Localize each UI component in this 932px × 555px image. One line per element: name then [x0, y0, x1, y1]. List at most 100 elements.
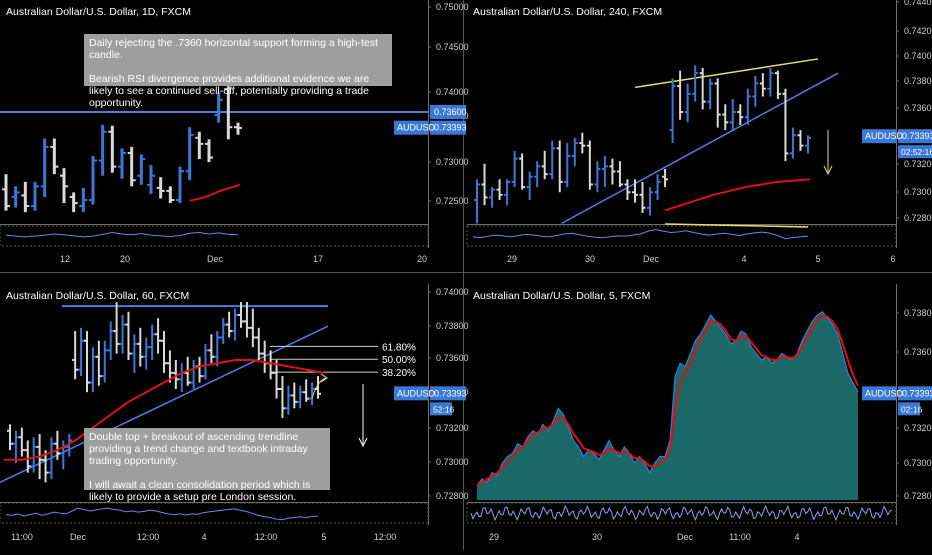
- y-tick-label: 0.72800: [904, 213, 932, 223]
- ohlc-bar: [541, 150, 548, 180]
- ohlc-bar: [631, 179, 638, 203]
- ohlc-bar: [654, 174, 661, 200]
- ohlc-bar: [586, 140, 593, 190]
- ohlc-bar: [549, 140, 556, 180]
- y-tick-label: 0.73600: [436, 353, 469, 363]
- x-tick-label: 17: [313, 254, 323, 264]
- x-tick-label: 6: [890, 254, 895, 264]
- ohlc-bar: [95, 340, 102, 386]
- ohlc-bar: [232, 308, 239, 341]
- ohlc-bar: [474, 179, 480, 224]
- countdown-label: 02:52:16: [901, 147, 932, 157]
- ohlc-bar: [89, 347, 96, 393]
- ohlc-bar: [273, 360, 280, 399]
- ohlc-bar: [40, 138, 49, 197]
- y-tick-label: 0.73600: [904, 103, 932, 113]
- x-tick-label: 20: [417, 254, 427, 264]
- retest-arrow: [311, 377, 327, 399]
- price-area: [477, 311, 858, 500]
- ohlc-bar: [759, 73, 766, 97]
- ohlc-bar: [255, 327, 262, 361]
- ohlc-bar: [98, 124, 107, 176]
- note-line-1: Double top + breakout of ascending trend…: [89, 431, 308, 467]
- daily-analysis-note: Daily rejecting the .7360 horizontal sup…: [84, 34, 392, 109]
- x-tick-label: 11:00: [729, 532, 751, 542]
- ohlc-bar: [89, 156, 97, 205]
- hourly-analysis-note: Double top + breakout of ascending trend…: [84, 428, 330, 503]
- ohlc-bar: [279, 376, 286, 418]
- down-arrow-head: [823, 165, 833, 176]
- ohlc-bar: [176, 166, 184, 204]
- ohlc-bar: [729, 99, 736, 131]
- y-tick-label: 0.74000: [436, 87, 469, 97]
- y-tick-label: 0.73000: [904, 187, 932, 197]
- ohlc-bar: [774, 70, 781, 100]
- ohlc-bar: [782, 88, 789, 162]
- note-line-2: I will await a clean consolidation perio…: [89, 479, 311, 503]
- ohlc-bar: [66, 434, 73, 457]
- countdown-tag: [430, 402, 452, 416]
- symbol-label: AUDUSD: [397, 388, 436, 398]
- x-tick-label: 30: [592, 532, 602, 542]
- ohlc-bar: [205, 139, 213, 163]
- ohlc-bar: [195, 131, 204, 160]
- ohlc-bar: [50, 138, 59, 175]
- countdown-label: 52:16: [433, 404, 455, 414]
- y-tick-label: 0.72800: [436, 491, 469, 501]
- ohlc-bar: [118, 148, 126, 179]
- ohlc-bar: [722, 104, 729, 131]
- chart-panel-m5: 0.738000.736000.734000.732000.730000.728…: [466, 284, 932, 542]
- x-tick-label: Dec: [207, 254, 224, 264]
- symbol-tag: [862, 129, 896, 144]
- ohlc-bar: [101, 340, 108, 383]
- chart-panel-daily: 0.75000 0.74500 0.74000 0.73600 0.73000 0.725…: [0, 0, 469, 264]
- ohlc-bar: [594, 161, 601, 193]
- x-tick-label: Dec: [643, 254, 660, 264]
- x-tick-label: 5: [321, 532, 326, 542]
- fib-level-label: 61.80%: [382, 342, 416, 353]
- x-tick-label: Dec: [677, 532, 694, 542]
- ohlc-bar: [42, 450, 49, 483]
- rsi-line: [5, 507, 319, 521]
- ohlc-bar: [224, 86, 233, 140]
- chart-panel-h4: 0.744000.742000.740000.738000.736000.734…: [466, 0, 932, 264]
- countdown-tag: [898, 145, 932, 159]
- ohlc-bar: [11, 186, 20, 208]
- ohlc-bar: [504, 179, 511, 206]
- fib-level-label: 50.00%: [382, 355, 416, 366]
- ohlc-bar: [12, 430, 19, 463]
- ohlc-bar: [243, 302, 250, 338]
- y-tick-label: 0.74000: [436, 287, 469, 297]
- ohlc-bar: [669, 78, 676, 144]
- current-price-label: 0.73393: [902, 388, 932, 398]
- chart-title: Australian Dollar/U.S. Dollar, 240, FXCM: [473, 6, 662, 18]
- ohlc-bar: [214, 331, 221, 367]
- ohlc-bar: [226, 311, 233, 338]
- countdown-tag: [898, 402, 920, 416]
- level-price-tag: [430, 105, 466, 119]
- ohlc-bar: [737, 104, 744, 125]
- ohlc-bar: [707, 78, 714, 110]
- ohlc-bar: [744, 88, 751, 125]
- ohlc-bar: [137, 327, 144, 367]
- x-tick-label: Dec: [70, 532, 87, 542]
- ohlc-bar: [147, 165, 155, 194]
- x-tick-label: 29: [507, 254, 517, 264]
- y-tick-label: 0.73200: [904, 159, 932, 169]
- ohlc-bar: [7, 424, 13, 451]
- ohlc-bar: [639, 181, 646, 213]
- symbol-tag: [394, 386, 428, 401]
- chart-title: Australian Dollar/U.S. Dollar, 60, FXCM: [6, 290, 189, 302]
- ohlc-bar: [78, 327, 85, 377]
- x-tick-label: 11:00: [11, 532, 33, 542]
- countdown-label: 02:16: [901, 404, 923, 414]
- ohlc-bar: [84, 331, 90, 393]
- chart-title: Australian Dollar/U.S. Dollar, 1D, FXCM: [6, 6, 191, 18]
- ohlc-bar: [166, 186, 175, 204]
- ohlc-bar: [601, 156, 608, 188]
- moving-average-line: [476, 313, 859, 487]
- ohlc-bar: [789, 127, 796, 159]
